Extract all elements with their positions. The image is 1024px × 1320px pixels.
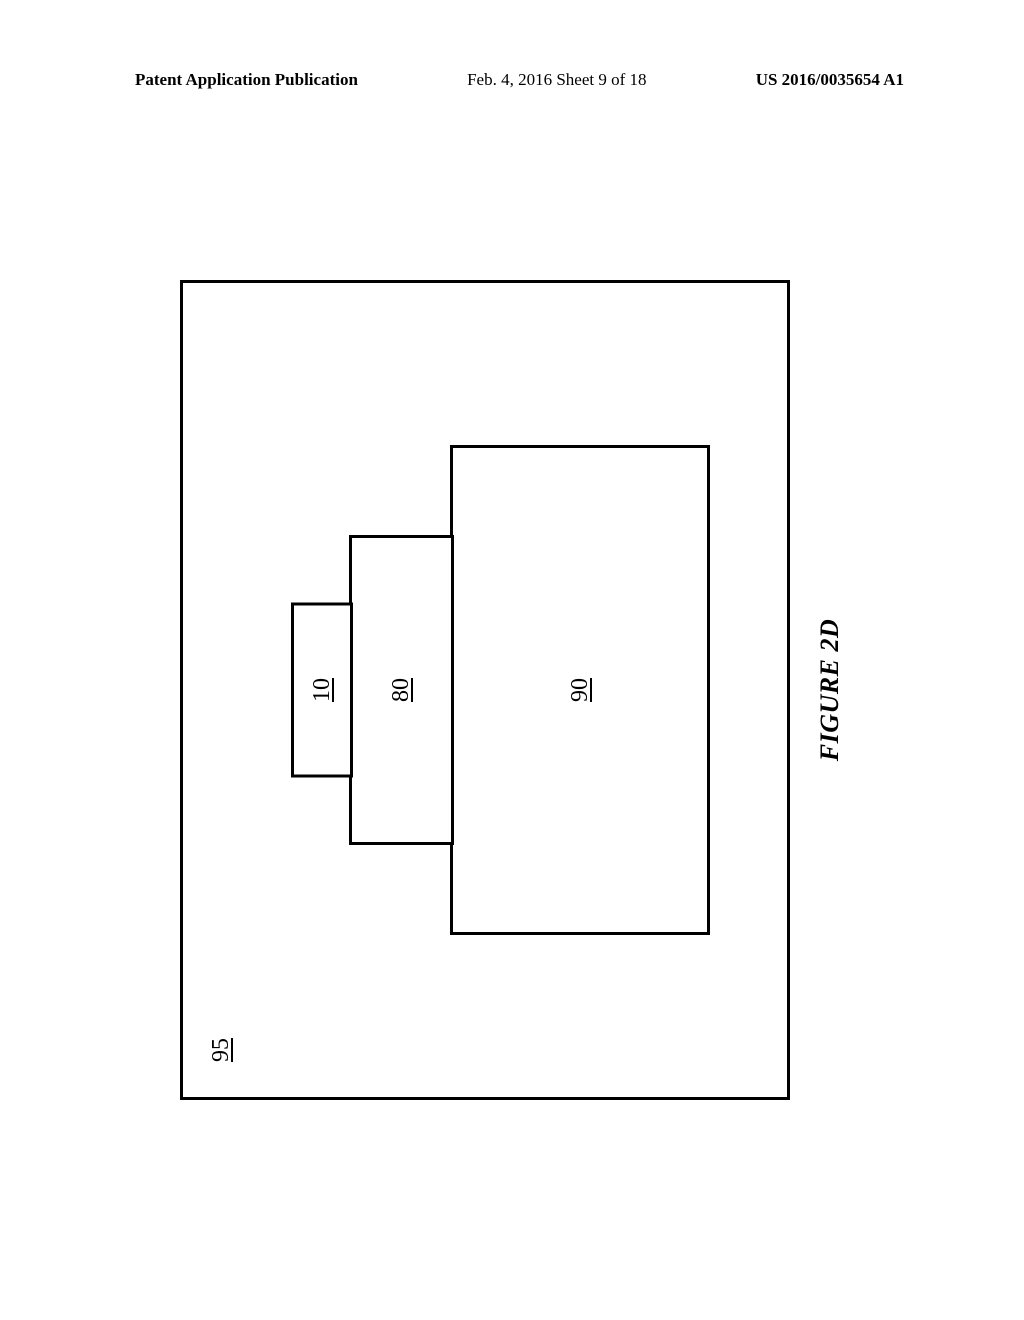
figure-area: 95 90 80 10 FIGURE 2D: [130, 280, 890, 1100]
header-publication: Patent Application Publication: [135, 70, 358, 90]
layer-10: 10: [291, 603, 353, 778]
layer-stack: 90 80 10: [291, 445, 711, 935]
outer-box-95: 95 90 80 10: [180, 280, 790, 1100]
label-95: 95: [208, 1038, 235, 1062]
page-header: Patent Application Publication Feb. 4, 2…: [0, 70, 1024, 90]
layer-80: 80: [349, 535, 454, 845]
diagram-rotated: 95 90 80 10 FIGURE 2D: [130, 280, 890, 1100]
label-80: 80: [388, 678, 415, 702]
header-docnumber: US 2016/0035654 A1: [756, 70, 904, 90]
layer-90: 90: [450, 445, 710, 935]
figure-caption: FIGURE 2D: [815, 619, 845, 761]
label-10: 10: [309, 678, 336, 702]
label-90: 90: [567, 678, 594, 702]
header-sheet: Feb. 4, 2016 Sheet 9 of 18: [467, 70, 646, 90]
